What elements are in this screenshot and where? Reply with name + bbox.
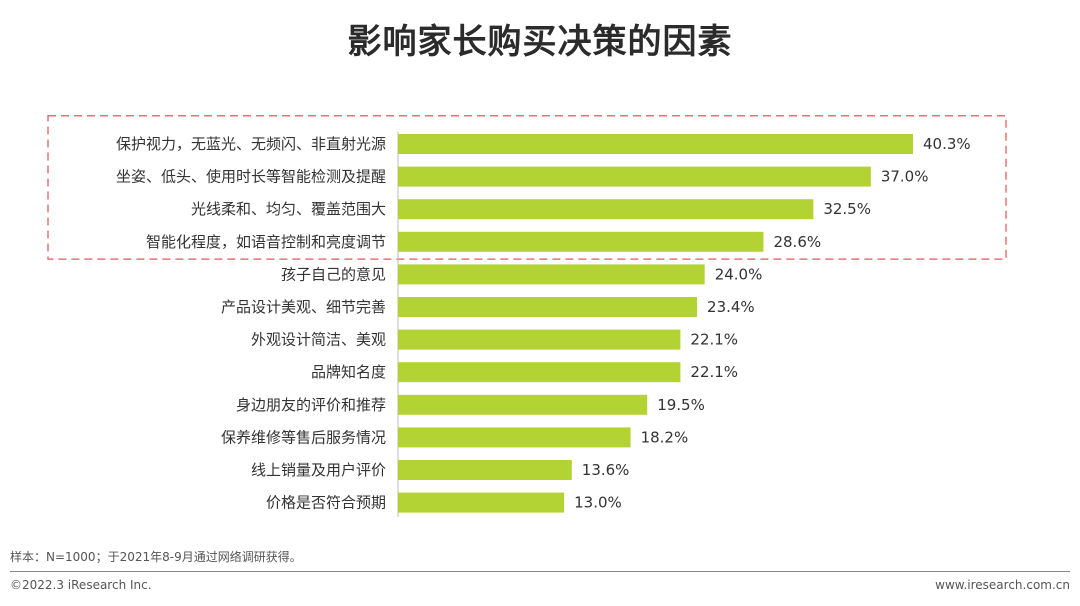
value-label: 19.5% [657, 396, 705, 414]
value-label: 23.4% [707, 298, 755, 316]
highlight-box [47, 114, 1007, 260]
category-label: 保护视力，无蓝光、无频闪、非直射光源 [116, 135, 386, 153]
value-label: 13.6% [582, 461, 630, 479]
sample-note: 样本：N=1000；于2021年8-9月通过网络调研获得。 [10, 550, 302, 564]
bar [398, 460, 572, 480]
bar-chart: 保护视力，无蓝光、无频闪、非直射光源 40.3% 坐姿、低头、使用时长等智能检测及提… [47, 114, 1007, 517]
category-label: 外观设计简洁、美观 [251, 331, 386, 349]
bar [398, 297, 698, 317]
category-label: 价格是否符合预期 [266, 494, 386, 512]
value-label: 18.2% [641, 428, 689, 446]
value-label: 22.1% [690, 331, 738, 349]
category-label: 线上销量及用户评价 [251, 461, 386, 479]
category-label: 孩子自己的意见 [281, 265, 386, 283]
bar [398, 427, 631, 448]
category-label: 品牌知名度 [311, 363, 386, 381]
category-label: 坐姿、低头、使用时长等智能检测及提醒 [116, 168, 386, 186]
category-label: 智能化程度，如语音控制和亮度调节 [146, 233, 386, 251]
value-label: 40.3% [923, 135, 971, 153]
value-label: 24.0% [715, 265, 763, 283]
value-label: 22.1% [690, 363, 738, 381]
bar [398, 362, 681, 383]
footer-divider [10, 571, 1070, 572]
footer-website[interactable]: www.iresearch.com.cn [935, 578, 1070, 592]
category-label: 产品设计美观、细节完善 [221, 298, 386, 316]
category-label: 光线柔和、均匀、覆盖范围大 [191, 200, 386, 218]
bar [398, 134, 913, 154]
bar [398, 492, 565, 513]
category-label: 保养维修等售后服务情况 [221, 428, 386, 446]
value-label: 28.6% [773, 233, 821, 251]
bar [398, 166, 871, 187]
chart-title: 影响家长购买决策的因素 [347, 22, 733, 62]
footer-copyright: ©2022.3 iResearch Inc. [10, 578, 152, 592]
bar [398, 199, 814, 220]
value-label: 32.5% [823, 200, 871, 218]
bar [398, 394, 648, 415]
value-label: 13.0% [574, 494, 622, 512]
bar [398, 264, 705, 285]
category-label: 身边朋友的评价和推荐 [236, 396, 386, 414]
value-label: 37.0% [881, 168, 929, 186]
bar [398, 329, 681, 350]
bar [398, 231, 764, 252]
